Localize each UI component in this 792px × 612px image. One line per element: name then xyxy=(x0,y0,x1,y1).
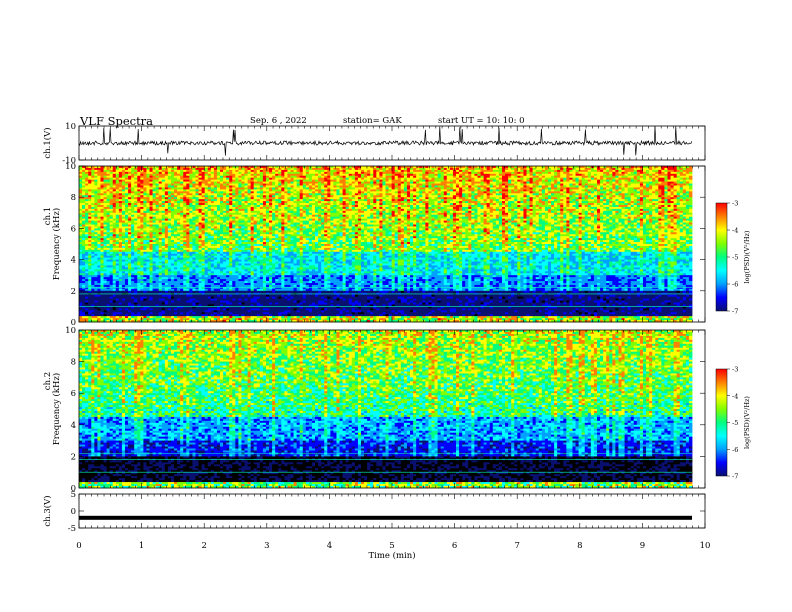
spectrogram-image xyxy=(79,166,693,323)
y-tick-label: 2 xyxy=(71,287,76,297)
y-tick-label: 0 xyxy=(71,484,76,494)
y-tick-label: 10 xyxy=(65,326,76,336)
x-tick-label: 7 xyxy=(514,541,519,551)
y-tick-label: 5 xyxy=(71,490,76,500)
x-tick-label: 1 xyxy=(139,541,144,551)
x-tick-label: 4 xyxy=(327,541,332,551)
x-tick-label: 9 xyxy=(640,541,645,551)
channel-label: ch.1 xyxy=(43,207,53,225)
x-tick-label: 0 xyxy=(76,541,81,551)
y-tick-label: -10 xyxy=(62,156,76,166)
y-tick-label: 0 xyxy=(71,318,76,328)
colorbar xyxy=(715,202,728,312)
x-tick-label: 10 xyxy=(700,541,711,551)
x-tick-label: 6 xyxy=(452,541,457,551)
ch1-spectrogram-panel: -3 -4 -5 -6 -7 log(PSD)(V²/Hz) ch.1 Frequency (… xyxy=(43,162,751,328)
waveform-trace xyxy=(78,126,693,156)
y-axis-label: ch.1(V) xyxy=(42,127,53,158)
colorbar-tick-label: -7 xyxy=(732,308,738,316)
colorbar-label: log(PSD)(V²/Hz) xyxy=(743,230,751,283)
colorbar-tick-label: -6 xyxy=(732,281,738,289)
ch1-waveform-panel: ch.1(V) 10 -10 xyxy=(42,122,706,166)
colorbar-tick-label: -7 xyxy=(732,473,738,481)
y-tick-label: 8 xyxy=(71,358,76,368)
spectrogram-image xyxy=(79,330,693,489)
colorbar-tick-label: -5 xyxy=(732,254,738,262)
ch3-waveform-panel: ch.3(V) 5 0 -5 xyxy=(42,490,706,534)
colorbar-tick-label: -4 xyxy=(732,392,738,400)
y-tick-label: 8 xyxy=(71,193,76,203)
waveform-trace xyxy=(79,515,692,520)
colorbar-tick-label: -6 xyxy=(732,446,738,454)
colorbar-tick-label: -3 xyxy=(732,200,738,208)
y-tick-label: 0 xyxy=(71,507,76,517)
ch2-spectrogram-panel: -3 -4 -5 -6 -7 log(PSD)(V²/Hz) ch.2 Frequency (… xyxy=(43,326,751,494)
colorbar-tick-label: -4 xyxy=(732,227,738,235)
y-axis-label: Frequency (kHz) xyxy=(51,373,62,445)
y-tick-label: 2 xyxy=(71,452,76,462)
panel-frame xyxy=(78,493,706,529)
start-time-label: start UT = 10: 10: 0 xyxy=(438,116,525,126)
x-tick-label: 5 xyxy=(389,541,394,551)
y-tick-label: 4 xyxy=(71,421,76,431)
channel-label: ch.2 xyxy=(43,372,53,390)
x-tick-label: 2 xyxy=(201,541,206,551)
y-tick-label: 6 xyxy=(71,389,76,399)
x-tick-label: 8 xyxy=(577,541,582,551)
station-label: station= GAK xyxy=(343,116,402,126)
colorbar-tick-label: -5 xyxy=(732,419,738,427)
figure-title: VLF Spectra xyxy=(80,114,153,128)
x-tick-label: 3 xyxy=(264,541,269,551)
colorbar-label: log(PSD)(V²/Hz) xyxy=(743,396,751,449)
date-label: Sep. 6 , 2022 xyxy=(250,116,307,126)
x-axis: 0 1 2 3 4 5 6 7 8 9 10 Time (min) xyxy=(76,541,710,561)
x-axis-label: Time (min) xyxy=(368,550,415,561)
colorbar-tick-label: -3 xyxy=(732,366,738,374)
y-tick-label: 10 xyxy=(65,162,76,172)
y-axis-label: Frequency (kHz) xyxy=(51,208,62,280)
y-tick-label: 10 xyxy=(65,122,76,132)
y-tick-label: 4 xyxy=(71,256,76,266)
colorbar xyxy=(715,368,728,477)
y-tick-label: -5 xyxy=(68,524,76,534)
y-tick-label: 6 xyxy=(71,224,76,234)
y-axis-label: ch.3(V) xyxy=(42,495,53,526)
